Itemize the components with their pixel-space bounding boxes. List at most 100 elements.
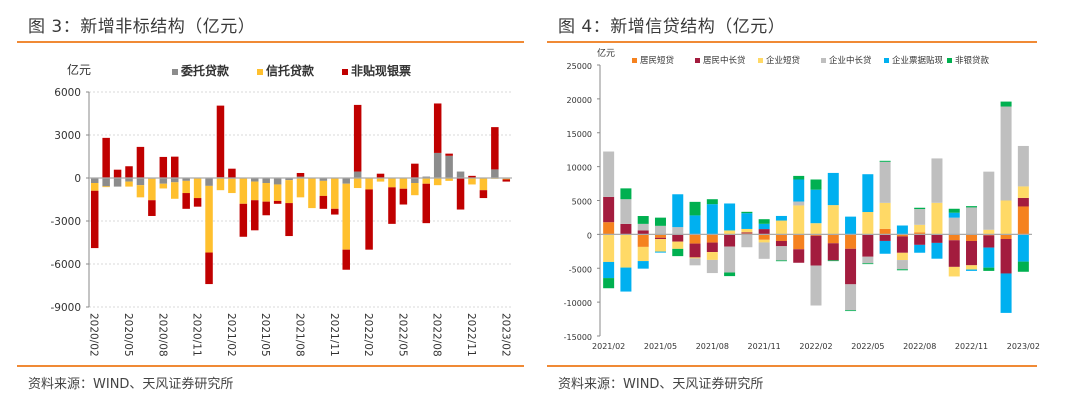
bar-segment	[422, 183, 431, 224]
bar-segment	[603, 234, 615, 262]
bar-segment	[637, 246, 649, 262]
x-tick-label: 2022/08	[431, 313, 443, 357]
source-rule	[547, 365, 1037, 367]
y-tick-label: 25000	[567, 62, 592, 71]
bar-segment	[724, 246, 736, 273]
bar-segment	[983, 235, 995, 248]
bar-segment	[862, 212, 874, 235]
figure-4-title: 图 4：新增信贷结构（亿元）	[558, 17, 786, 37]
bar-segment	[741, 211, 753, 214]
bar-segment	[724, 234, 736, 247]
bar-segment	[251, 181, 259, 201]
bar-segment	[706, 234, 718, 243]
bar-segment	[810, 189, 822, 224]
legend-label: 企业票据贴现	[892, 55, 944, 66]
bar-segment	[775, 246, 787, 261]
bar-segment	[966, 265, 978, 270]
bar-segment	[724, 272, 736, 277]
bar-segment	[319, 195, 328, 209]
x-tick-label: 2020/11	[191, 313, 203, 357]
right-panel: 图 4：新增信贷结构（亿元） 25000 20000 15000 10000 5000 0…	[540, 0, 1080, 413]
bar-segment	[125, 178, 133, 182]
legend-swatch	[172, 69, 178, 75]
bar-segment	[273, 200, 282, 204]
bar-segment	[914, 207, 926, 210]
bar-segment	[654, 234, 666, 238]
bar-segment	[239, 178, 248, 204]
bar-segment	[331, 208, 339, 215]
legend-label: 企业中长贷	[829, 55, 872, 66]
bar-segment	[342, 178, 350, 184]
bar-segment	[1017, 186, 1029, 198]
chart-nonstandard-structure: 6000 3000 0 -3000 -6000 -9000 2020/02 2020/05 20…	[50, 62, 512, 357]
bar-segment	[620, 234, 632, 268]
bar-segment	[793, 175, 805, 180]
bar-segment	[205, 252, 213, 285]
bar-segment	[827, 260, 839, 262]
bar-segment	[672, 194, 684, 228]
y-tick-label: -6000	[50, 259, 81, 271]
bar-segment	[468, 175, 476, 178]
bar-segment	[113, 178, 122, 187]
bar-segment	[896, 234, 908, 237]
bar-segment	[793, 234, 805, 250]
bar-segment	[827, 234, 839, 244]
bar-segment	[376, 173, 385, 178]
bar-segment	[775, 240, 787, 247]
bar-segment	[182, 178, 190, 181]
bar-segment	[896, 252, 908, 261]
bar-segment	[90, 178, 99, 184]
bar-segment	[689, 257, 701, 259]
bar-segment	[193, 198, 202, 207]
bar-segment	[136, 185, 145, 198]
legend-swatch	[884, 58, 889, 63]
bar-segment	[603, 196, 615, 223]
bar-segment	[689, 243, 701, 258]
legend-swatch	[947, 58, 952, 63]
bar-segment	[433, 178, 442, 186]
bar-segment	[620, 223, 632, 235]
bar-segment	[620, 267, 632, 292]
bar-segment	[810, 235, 822, 266]
bar-segment	[251, 200, 259, 231]
bar-segment	[827, 243, 839, 261]
bar-segment	[810, 265, 822, 306]
bar-segment	[411, 163, 419, 178]
bar-segment	[411, 183, 419, 196]
bar-segment	[388, 178, 396, 188]
bar-segment	[914, 224, 926, 233]
bar-segment	[170, 178, 179, 183]
bar-segment	[914, 234, 926, 245]
bar-segment	[689, 234, 701, 244]
bar-segment	[793, 249, 805, 263]
bar-segment	[775, 234, 787, 241]
legend-label: 委托贷款	[180, 63, 230, 78]
bar-segment	[228, 178, 236, 194]
bar-segment	[296, 176, 305, 178]
bar-segment	[793, 201, 805, 206]
bar-segment	[724, 203, 736, 231]
bar-segment	[479, 190, 488, 199]
bar-segment	[879, 161, 891, 203]
bar-segment	[689, 215, 701, 235]
bar-segment	[706, 252, 718, 260]
bar-segment	[810, 223, 822, 235]
bar-segment	[1000, 238, 1012, 274]
bar-segment	[182, 180, 190, 194]
bar-segment	[433, 152, 442, 178]
bar-segment	[603, 222, 615, 235]
legend-swatch	[758, 58, 763, 63]
bar-segment	[793, 205, 805, 235]
bar-segment	[983, 171, 995, 230]
legend-swatch	[342, 69, 348, 75]
bar-segment	[148, 200, 156, 216]
chart-credit-structure: 25000 20000 15000 10000 5000 0 -5000 -10000 -150…	[564, 47, 1040, 351]
bar-segment	[914, 209, 926, 225]
bar-segment	[159, 183, 168, 189]
x-tick-label: 2022/05	[851, 342, 884, 351]
legend-label: 企业短贷	[766, 55, 801, 66]
source-rule	[17, 365, 524, 367]
bar-segment	[308, 178, 316, 209]
bar-segment	[491, 169, 499, 178]
bar-segment	[775, 220, 787, 235]
